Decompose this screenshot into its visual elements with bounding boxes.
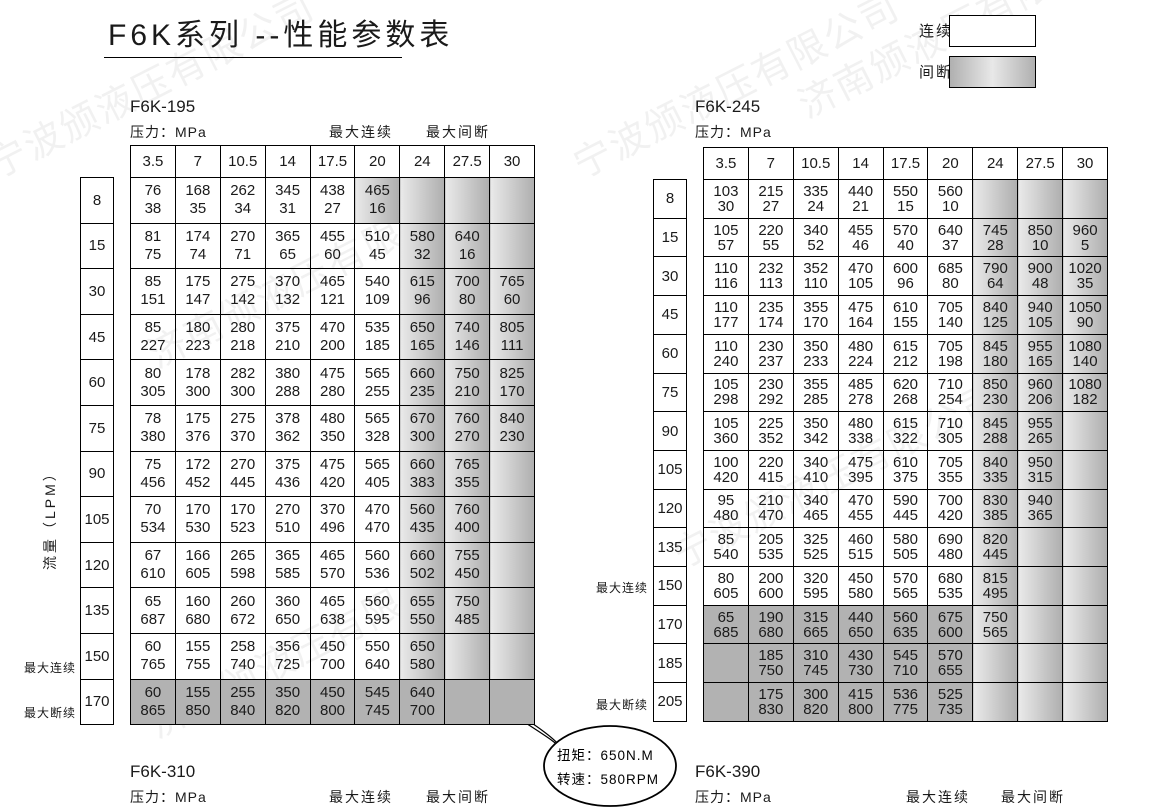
svg-text:扭矩：650N.M: 扭矩：650N.M <box>557 748 654 763</box>
svg-text:转速：580RPM: 转速：580RPM <box>557 772 659 787</box>
